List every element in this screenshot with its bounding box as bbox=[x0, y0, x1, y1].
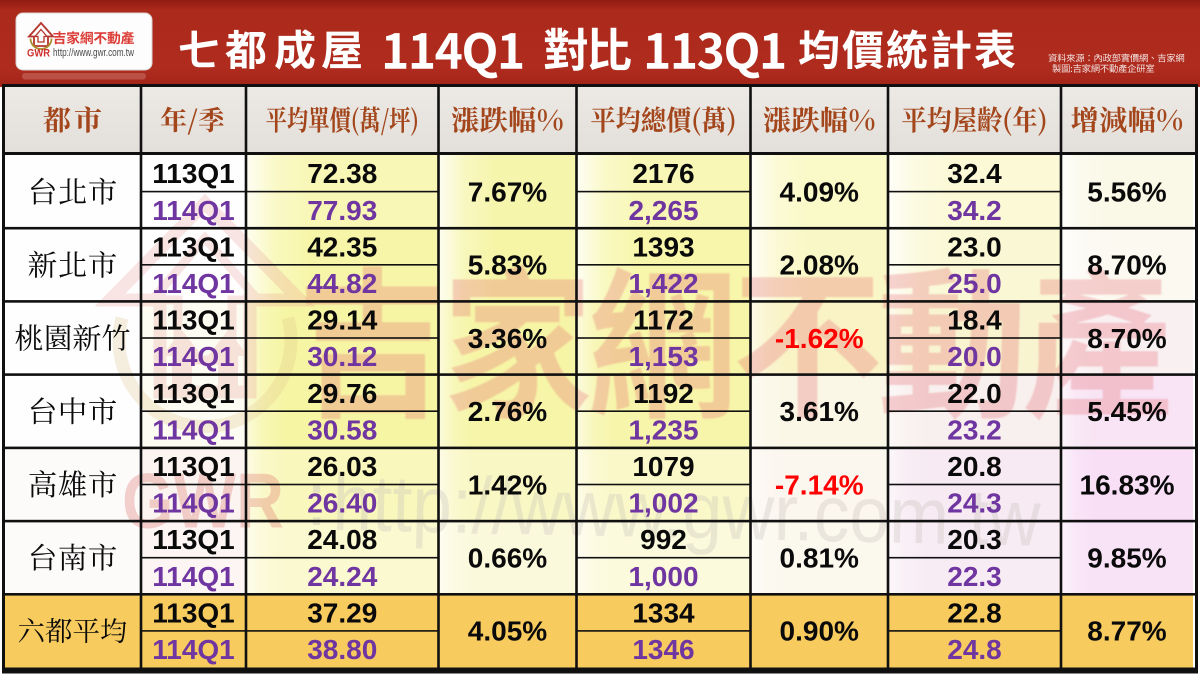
svg-text:3.36%: 3.36% bbox=[468, 323, 547, 354]
svg-text:5.83%: 5.83% bbox=[468, 250, 547, 281]
svg-text:1172: 1172 bbox=[633, 305, 694, 336]
svg-text:30.58: 30.58 bbox=[307, 414, 377, 445]
svg-text:29.14: 29.14 bbox=[307, 305, 377, 336]
svg-text:24.08: 24.08 bbox=[307, 524, 377, 555]
svg-text:113Q1: 113Q1 bbox=[152, 305, 235, 336]
svg-text:26.03: 26.03 bbox=[307, 451, 377, 482]
svg-text:29.76: 29.76 bbox=[307, 378, 377, 409]
svg-text:72.38: 72.38 bbox=[307, 158, 377, 189]
svg-text:1.42%: 1.42% bbox=[468, 469, 547, 500]
svg-text:-1.62%: -1.62% bbox=[775, 323, 864, 354]
svg-text:18.4: 18.4 bbox=[947, 305, 1002, 336]
svg-text:0.90%: 0.90% bbox=[780, 616, 859, 647]
svg-text:2,265: 2,265 bbox=[628, 195, 698, 226]
svg-text:16.83%: 16.83% bbox=[1080, 469, 1175, 500]
svg-text:1334: 1334 bbox=[632, 597, 695, 628]
svg-text:1079: 1079 bbox=[632, 451, 694, 482]
svg-text:8.77%: 8.77% bbox=[1087, 616, 1166, 647]
svg-text:992: 992 bbox=[640, 524, 687, 555]
svg-text:GWR: GWR bbox=[27, 47, 50, 59]
svg-text:1192: 1192 bbox=[633, 378, 694, 409]
svg-text:37.29: 37.29 bbox=[307, 597, 377, 628]
svg-text:26.40: 26.40 bbox=[307, 488, 377, 519]
svg-text:114Q1: 114Q1 bbox=[152, 634, 235, 665]
svg-text:24.3: 24.3 bbox=[947, 488, 1002, 519]
svg-text:114Q1: 114Q1 bbox=[152, 561, 235, 592]
svg-text:1,153: 1,153 bbox=[628, 341, 698, 372]
svg-text:114Q1: 114Q1 bbox=[152, 268, 235, 299]
svg-text:44.82: 44.82 bbox=[307, 268, 377, 299]
svg-text:1393: 1393 bbox=[632, 231, 694, 262]
svg-text:1,235: 1,235 bbox=[628, 414, 698, 445]
svg-text:114Q1: 114Q1 bbox=[152, 341, 235, 372]
svg-text:113Q1: 113Q1 bbox=[152, 378, 235, 409]
svg-text:2.08%: 2.08% bbox=[780, 250, 859, 281]
svg-text:1,000: 1,000 bbox=[628, 561, 698, 592]
svg-text:http://www.gwr.com.tw: http://www.gwr.com.tw bbox=[332, 458, 1042, 563]
svg-text:20.3: 20.3 bbox=[947, 524, 1002, 555]
svg-text:3.61%: 3.61% bbox=[780, 396, 859, 427]
svg-text:4.05%: 4.05% bbox=[468, 616, 547, 647]
svg-text:38.80: 38.80 bbox=[307, 634, 377, 665]
svg-text:113Q1: 113Q1 bbox=[152, 231, 235, 262]
svg-text:113Q1: 113Q1 bbox=[152, 597, 235, 628]
svg-text:0.81%: 0.81% bbox=[780, 543, 859, 574]
svg-text:9.85%: 9.85% bbox=[1087, 543, 1166, 574]
svg-text:4.09%: 4.09% bbox=[780, 177, 859, 208]
svg-text:20.8: 20.8 bbox=[947, 451, 1002, 482]
svg-text:5.45%: 5.45% bbox=[1087, 396, 1166, 427]
svg-text:7.67%: 7.67% bbox=[468, 177, 547, 208]
svg-text:1346: 1346 bbox=[632, 634, 694, 665]
svg-text:-7.14%: -7.14% bbox=[775, 469, 864, 500]
svg-text:8.70%: 8.70% bbox=[1087, 250, 1166, 281]
svg-text:113Q1: 113Q1 bbox=[152, 451, 235, 482]
svg-text:77.93: 77.93 bbox=[307, 195, 377, 226]
svg-text:5.56%: 5.56% bbox=[1087, 177, 1166, 208]
svg-text:42.35: 42.35 bbox=[307, 231, 377, 262]
svg-text:34.2: 34.2 bbox=[947, 195, 1002, 226]
svg-text:24.24: 24.24 bbox=[307, 561, 377, 592]
svg-text:22.3: 22.3 bbox=[947, 561, 1002, 592]
svg-text:http://www.gwr.com.tw: http://www.gwr.com.tw bbox=[53, 47, 134, 59]
svg-text:114Q1: 114Q1 bbox=[152, 195, 235, 226]
svg-text:2176: 2176 bbox=[632, 158, 694, 189]
svg-text:114Q1: 114Q1 bbox=[152, 414, 235, 445]
svg-text:24.8: 24.8 bbox=[947, 634, 1002, 665]
svg-text:22.8: 22.8 bbox=[947, 597, 1002, 628]
svg-text:GWR: GWR bbox=[122, 457, 284, 545]
svg-text:1,002: 1,002 bbox=[628, 488, 698, 519]
svg-text:113Q1: 113Q1 bbox=[152, 524, 235, 555]
svg-text:30.12: 30.12 bbox=[307, 341, 377, 372]
svg-text:20.0: 20.0 bbox=[947, 341, 1002, 372]
svg-text:1,422: 1,422 bbox=[628, 268, 698, 299]
svg-text:23.2: 23.2 bbox=[947, 414, 1002, 445]
svg-text:113Q1: 113Q1 bbox=[152, 158, 235, 189]
svg-text:0.66%: 0.66% bbox=[468, 543, 547, 574]
svg-text:2.76%: 2.76% bbox=[468, 396, 547, 427]
svg-text:22.0: 22.0 bbox=[947, 378, 1002, 409]
svg-text:32.4: 32.4 bbox=[947, 158, 1002, 189]
svg-text:23.0: 23.0 bbox=[947, 231, 1002, 262]
svg-text:8.70%: 8.70% bbox=[1087, 323, 1166, 354]
svg-text:25.0: 25.0 bbox=[947, 268, 1002, 299]
svg-text:114Q1: 114Q1 bbox=[152, 488, 235, 519]
